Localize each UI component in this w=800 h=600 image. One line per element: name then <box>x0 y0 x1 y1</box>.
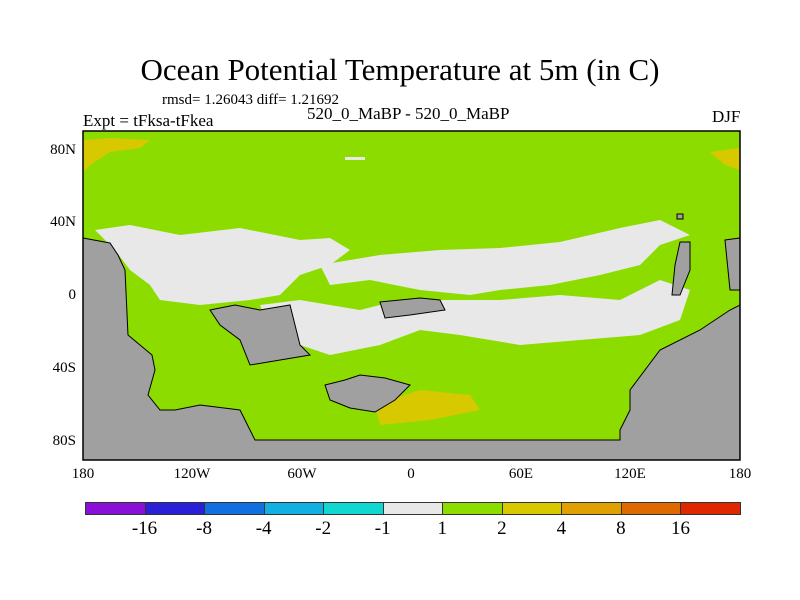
lat-tick: 80S <box>52 433 76 449</box>
map-frame <box>82 130 741 461</box>
experiment-label: Expt = tFksa-tFkea <box>83 111 214 130</box>
colorbar-swatch <box>85 502 146 515</box>
lon-tick: 180 <box>728 466 752 482</box>
lon-tick: 180 <box>71 466 95 482</box>
colorbar-label: 8 <box>616 518 626 539</box>
colorbar-swatch <box>263 502 325 515</box>
colorbar-swatch <box>204 502 265 515</box>
colorbar-label: -4 <box>255 518 272 539</box>
colorbar-swatch <box>680 502 741 515</box>
lat-tick: 40N <box>50 214 76 230</box>
lon-tick: 0 <box>407 466 415 482</box>
colorbar-label: 2 <box>497 518 507 539</box>
land-masses <box>82 213 741 461</box>
colorbar-swatch <box>501 502 563 515</box>
lon-tick: 60W <box>287 466 317 482</box>
colorbar-label: -8 <box>196 518 212 539</box>
lat-tick: 40S <box>52 360 76 376</box>
lon-tick: 120W <box>173 466 211 482</box>
colorbar-label: -16 <box>131 518 158 539</box>
lon-tick: 60E <box>508 466 534 482</box>
colorbar-swatch <box>323 502 384 515</box>
colorbar-swatch <box>382 502 444 515</box>
plot-title: Ocean Potential Temperature at 5m (in C) <box>140 52 660 87</box>
colorbar-label: -1 <box>374 518 391 539</box>
neutral-regions <box>95 157 690 355</box>
colorbar-label: 16 <box>670 518 690 539</box>
lat-tick: 0 <box>68 287 77 303</box>
season-label: DJF <box>712 107 741 126</box>
colorbar-label: 4 <box>556 518 567 539</box>
stats-label: rmsd= 1.26043 diff= 1.21692 <box>162 92 340 108</box>
colorbar-swatch <box>561 502 622 515</box>
period-label: 520_0_MaBP - 520_0_MaBP <box>307 104 510 123</box>
colorbar-swatch <box>442 502 503 515</box>
colorbar-label: -2 <box>315 518 332 539</box>
lat-tick: 80N <box>50 142 76 158</box>
colorbar-swatch <box>620 502 682 515</box>
lon-tick: 120E <box>614 466 646 482</box>
colorbar-swatch <box>144 502 206 515</box>
colorbar-label: 1 <box>437 518 448 539</box>
